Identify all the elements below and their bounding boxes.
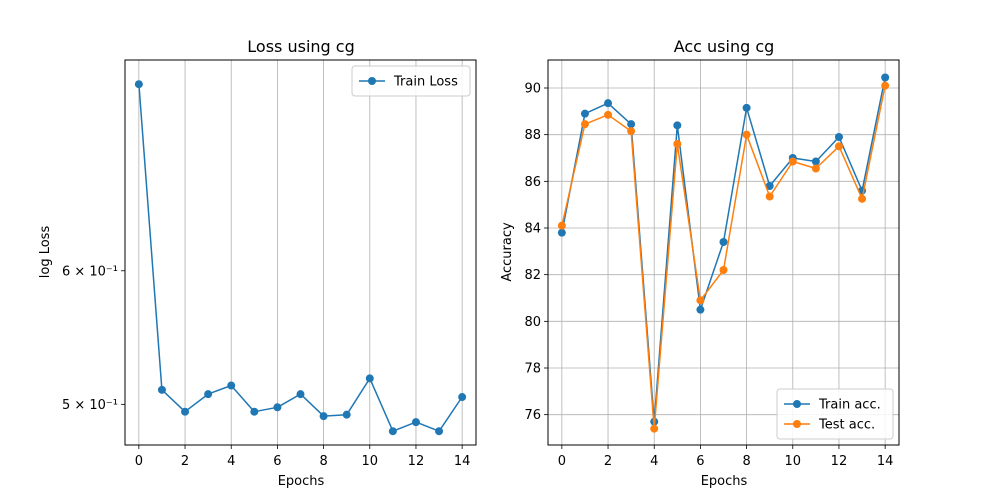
accuracy-train-acc-point <box>604 99 613 108</box>
accuracy-y-axis-label: Accuracy <box>500 222 515 282</box>
loss-x-axis-label: Epochs <box>278 474 325 489</box>
accuracy-train-acc-point <box>580 109 589 118</box>
loss-y-tick-label: 6 × 10⁻¹ <box>62 264 118 279</box>
accuracy-train-acc-point <box>811 157 820 166</box>
accuracy-y-tick-label: 82 <box>524 268 541 283</box>
loss-legend-box <box>351 65 471 97</box>
loss-x-tick-label: 6 <box>273 454 281 469</box>
loss-x-tick-label: 14 <box>454 454 471 469</box>
accuracy-y-tick-label: 84 <box>524 222 541 237</box>
loss-train-loss-point <box>296 390 305 399</box>
loss-x-tick-label: 8 <box>319 454 327 469</box>
accuracy-legend-label: Train acc. <box>818 398 881 413</box>
accuracy-test-acc-point <box>742 130 751 139</box>
accuracy-x-tick-label: 0 <box>558 454 566 469</box>
accuracy-legend-marker <box>793 400 801 408</box>
accuracy-x-tick-label: 12 <box>831 454 848 469</box>
accuracy-test-acc-point <box>696 296 705 305</box>
loss-train-loss-point <box>435 427 444 436</box>
accuracy-test-acc-point <box>881 81 890 90</box>
loss-train-loss-line <box>138 84 463 432</box>
loss-train-loss-point <box>365 374 374 383</box>
loss-x-tick-label: 12 <box>408 454 425 469</box>
loss-legend-marker <box>368 77 376 85</box>
accuracy-y-tick-label: 78 <box>524 362 541 377</box>
loss-train-loss-point <box>458 393 467 402</box>
loss-chart: Loss using cg 0 2 4 6 8 10 12 14 6 × 10⁻¹ 5 × 10⁻… <box>38 37 477 489</box>
accuracy-test-acc-point <box>765 192 774 201</box>
accuracy-chart-title: Acc using cg <box>674 37 775 56</box>
accuracy-x-tick-label: 14 <box>877 454 894 469</box>
accuracy-legend-label: Test acc. <box>818 418 875 433</box>
accuracy-test-acc-point <box>719 266 728 274</box>
loss-train-loss-point <box>157 385 166 394</box>
accuracy-test-acc-point <box>834 142 843 151</box>
loss-train-loss-point <box>204 390 213 399</box>
loss-train-loss-point <box>250 407 259 416</box>
loss-y-axis-label: log Loss <box>38 226 53 279</box>
accuracy-train-acc-line <box>561 77 886 423</box>
loss-train-loss-point <box>319 412 328 421</box>
loss-x-tick-label: 4 <box>227 454 235 469</box>
accuracy-test-acc-point <box>580 120 589 129</box>
accuracy-test-acc-point <box>557 221 566 230</box>
accuracy-test-acc-point <box>858 194 867 203</box>
loss-x-tick-label: 10 <box>362 454 379 469</box>
accuracy-test-acc-point <box>673 140 682 148</box>
accuracy-x-tick-label: 2 <box>604 454 612 469</box>
accuracy-y-tick-label: 86 <box>524 175 541 190</box>
accuracy-y-tick-label: 90 <box>524 82 541 97</box>
loss-y-tick-label: 5 × 10⁻¹ <box>62 398 118 413</box>
accuracy-test-acc-point <box>811 164 820 173</box>
accuracy-train-acc-point <box>696 305 705 314</box>
accuracy-test-acc-point <box>788 157 797 166</box>
accuracy-train-acc-point <box>627 120 636 129</box>
accuracy-x-tick-label: 8 <box>742 454 750 469</box>
accuracy-legend-box <box>776 388 894 440</box>
loss-x-tick-label: 2 <box>181 454 189 469</box>
accuracy-test-acc-point <box>650 424 659 433</box>
loss-x-tick-label: 0 <box>135 454 143 469</box>
accuracy-y-tick-label: 80 <box>524 315 541 330</box>
loss-train-loss-point <box>273 403 282 412</box>
accuracy-chart: Acc using cg 0 2 4 6 8 10 12 14 76 78 80 82 84 86 88 90… <box>500 37 900 489</box>
accuracy-legend-marker <box>793 420 801 428</box>
loss-train-loss-point <box>134 80 143 89</box>
loss-train-loss-point <box>227 381 236 390</box>
accuracy-test-acc-point <box>627 127 636 136</box>
accuracy-x-tick-label: 10 <box>785 454 802 469</box>
accuracy-train-acc-point <box>881 73 890 82</box>
accuracy-train-acc-point <box>834 133 843 141</box>
accuracy-train-acc-point <box>557 228 566 237</box>
loss-train-loss-point <box>388 427 397 436</box>
loss-train-loss-point <box>181 407 190 416</box>
accuracy-train-acc-point <box>719 238 728 246</box>
loss-plot-area <box>124 59 477 446</box>
accuracy-plot-area <box>547 59 900 446</box>
accuracy-train-acc-point <box>742 103 751 112</box>
accuracy-test-acc-point <box>604 110 613 119</box>
loss-legend-label: Train Loss <box>393 75 458 90</box>
accuracy-y-tick-label: 88 <box>524 128 541 143</box>
loss-train-loss-point <box>411 418 420 427</box>
accuracy-train-acc-point <box>765 182 774 190</box>
accuracy-y-tick-label: 76 <box>524 408 541 423</box>
accuracy-x-tick-label: 6 <box>696 454 704 469</box>
accuracy-x-axis-label: Epochs <box>701 474 748 489</box>
loss-chart-title: Loss using cg <box>247 37 354 56</box>
accuracy-train-acc-point <box>673 121 682 130</box>
loss-train-loss-point <box>342 410 351 419</box>
accuracy-x-tick-label: 4 <box>650 454 658 469</box>
